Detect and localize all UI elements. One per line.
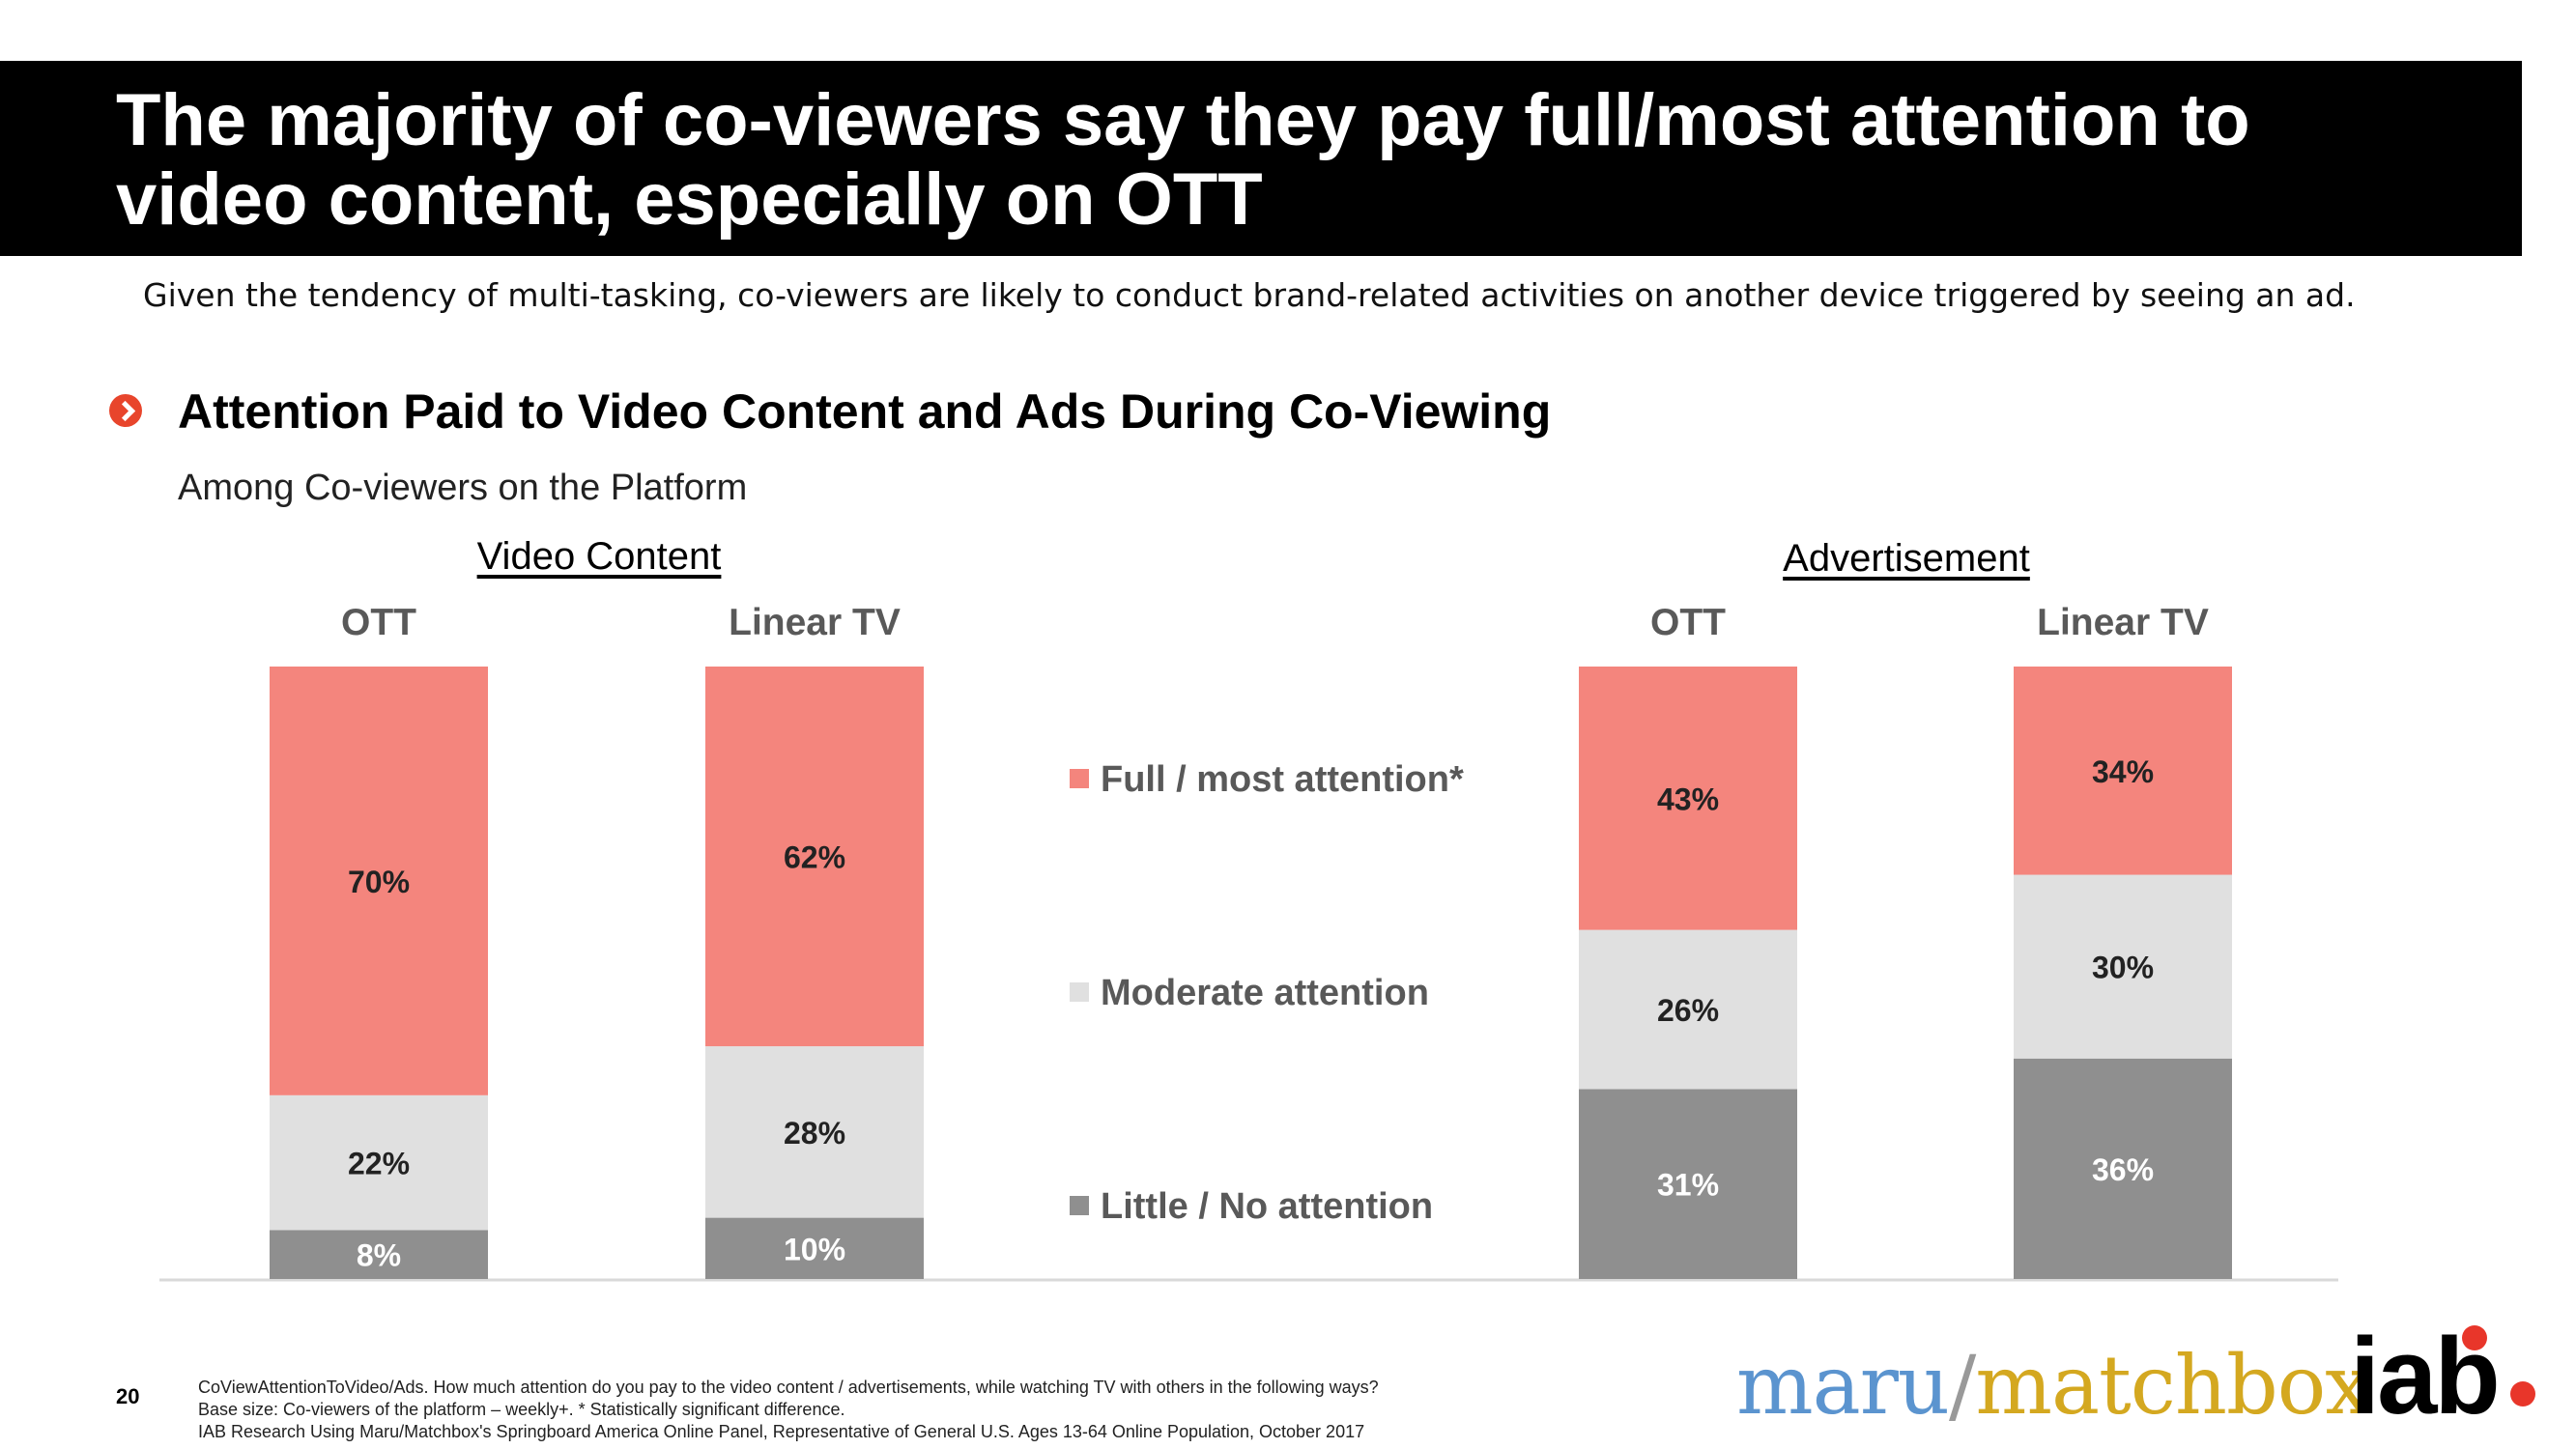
platform-label-video-ott: OTT	[341, 602, 416, 643]
legend-swatch-little-attention	[1070, 1196, 1089, 1215]
slide-subtitle: Given the tendency of multi-tasking, co-…	[143, 276, 2356, 314]
logo-slash: /	[1949, 1338, 1976, 1433]
bar-segment-full-attention-2	[705, 667, 924, 1047]
iab-logo-dot-bottom	[2510, 1381, 2535, 1406]
footnote-base: Base size: Co-viewers of the platform – …	[198, 1400, 845, 1419]
chart-section-title: Attention Paid to Video Content and Ads …	[178, 384, 1552, 439]
bar-segment-full-attention-3	[1579, 667, 1797, 930]
bar-segment-little-attention-3	[1579, 1089, 1797, 1279]
logo-maru-text: maru	[1736, 1338, 1950, 1433]
bar-segment-moderate-attention-3	[1579, 929, 1797, 1090]
legend-label-little-attention: Little / No attention	[1101, 1186, 1434, 1227]
footnote-source: IAB Research Using Maru/Matchbox's Sprin…	[198, 1422, 1365, 1441]
slide-title: The majority of co-viewers say they pay …	[116, 81, 2483, 240]
bar-segment-little-attention-2	[705, 1217, 924, 1279]
group-heading-video-content: Video Content	[476, 535, 722, 578]
iab-logo-dot-top	[2462, 1325, 2487, 1350]
legend-label-moderate-attention: Moderate attention	[1101, 973, 1429, 1013]
data-label-moderate-attention-1: 22%	[348, 1147, 410, 1181]
footnote-question: CoViewAttentionToVideo/Ads. How much att…	[198, 1378, 1379, 1397]
data-label-full-attention-2: 62%	[784, 840, 845, 875]
legend-label-full-attention: Full / most attention*	[1101, 759, 1464, 800]
data-label-full-attention-4: 34%	[2092, 754, 2154, 789]
legend-swatch-moderate-attention	[1070, 982, 1089, 1002]
legend-swatch-full-attention	[1070, 769, 1089, 788]
platform-label-ad-linear-tv: Linear TV	[2037, 602, 2209, 643]
data-label-full-attention-1: 70%	[348, 865, 410, 899]
maru-matchbox-logo: maru/matchbox	[1736, 1338, 2371, 1433]
title-bar	[0, 61, 2522, 256]
bar-segment-little-attention-4	[2014, 1058, 2232, 1279]
data-label-moderate-attention-3: 26%	[1657, 993, 1719, 1028]
platform-label-ad-ott: OTT	[1650, 602, 1726, 643]
data-label-little-attention-4: 36%	[2092, 1152, 2154, 1187]
bar-segment-full-attention-1	[270, 667, 488, 1095]
chart-section-subtitle: Among Co-viewers on the Platform	[178, 468, 748, 508]
footnote: CoViewAttentionToVideo/Ads. How much att…	[198, 1377, 1379, 1443]
data-label-little-attention-3: 31%	[1657, 1168, 1719, 1203]
bar-segment-little-attention-1	[270, 1230, 488, 1279]
data-label-little-attention-1: 8%	[357, 1238, 401, 1273]
data-label-little-attention-2: 10%	[784, 1232, 845, 1266]
logo-matchbox-text: matchbox	[1975, 1338, 2370, 1433]
platform-label-video-linear-tv: Linear TV	[729, 602, 901, 643]
bar-segment-full-attention-4	[2014, 667, 2232, 875]
bar-segment-moderate-attention-1	[270, 1094, 488, 1231]
chevron-right-bullet-icon	[109, 394, 142, 427]
data-label-full-attention-3: 43%	[1657, 781, 1719, 816]
bar-segment-moderate-attention-2	[705, 1046, 924, 1218]
page-number: 20	[116, 1384, 140, 1408]
slide-title-line1: The majority of co-viewers say they pay …	[116, 79, 2250, 161]
data-label-moderate-attention-2: 28%	[784, 1116, 845, 1151]
slide-title-line2: video content, especially on OTT	[116, 158, 1263, 241]
group-heading-advertisement: Advertisement	[1783, 537, 2030, 580]
bar-segment-moderate-attention-4	[2014, 874, 2232, 1059]
data-label-moderate-attention-4: 30%	[2092, 951, 2154, 985]
